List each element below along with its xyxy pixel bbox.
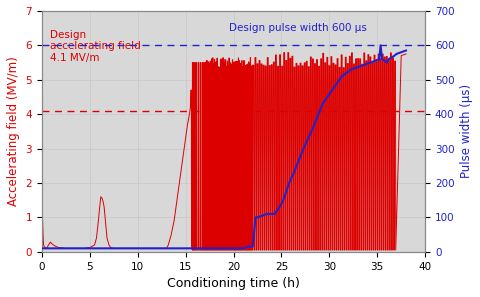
Y-axis label: Accelerating field (MV/m): Accelerating field (MV/m) [7, 56, 20, 206]
X-axis label: Conditioning time (h): Conditioning time (h) [167, 277, 300, 290]
Text: Design pulse width 600 μs: Design pulse width 600 μs [228, 23, 367, 33]
Y-axis label: Pulse width (μs): Pulse width (μs) [460, 84, 473, 178]
Text: Design
accelerating field
4.1 MV/m: Design accelerating field 4.1 MV/m [49, 30, 140, 63]
